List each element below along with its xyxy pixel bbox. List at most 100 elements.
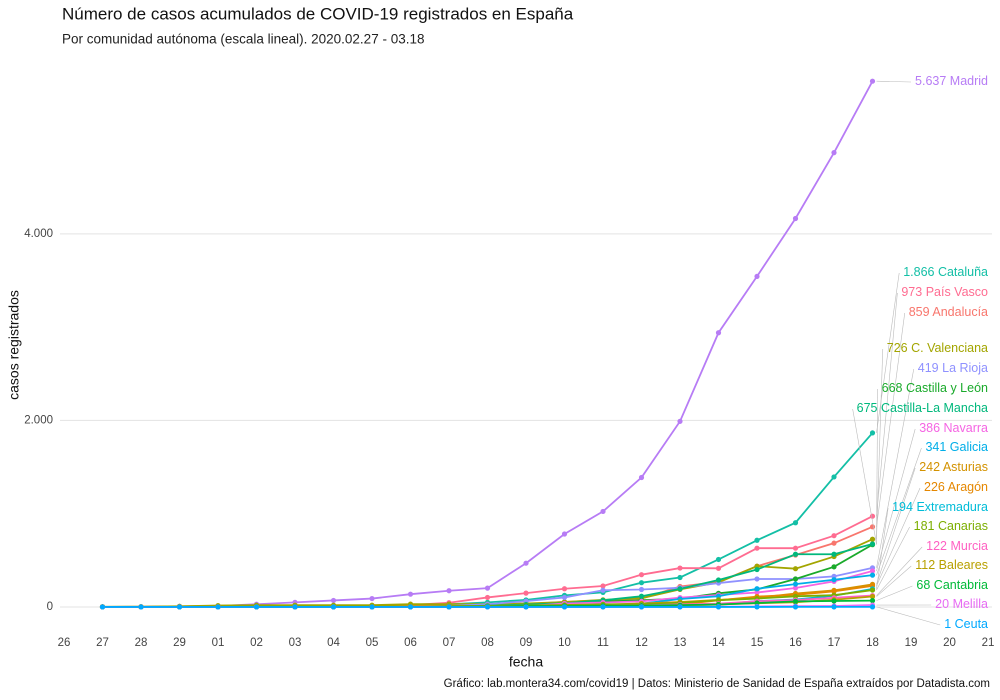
end-label-value: 341 [925, 440, 946, 454]
data-point [831, 588, 837, 594]
x-tick-label: 27 [96, 637, 109, 649]
y-tick-label: 4.000 [24, 228, 53, 240]
leader-line [876, 428, 916, 572]
end-label-value: 20 [935, 597, 949, 611]
end-label: 194 Extremadura [892, 500, 988, 514]
end-label-value: 419 [918, 361, 939, 375]
end-label-name: Cantabria [934, 578, 988, 592]
x-tick-label: 17 [828, 637, 841, 649]
data-point [446, 588, 452, 594]
data-point [831, 604, 837, 610]
data-point [715, 604, 722, 610]
data-point [869, 593, 876, 600]
end-label: 859 Andalucía [909, 305, 988, 319]
data-point [484, 585, 491, 591]
end-label: 668 Castilla y León [882, 381, 988, 395]
leader-line [876, 80, 912, 83]
data-point [638, 474, 645, 481]
end-label-name: Baleares [939, 558, 988, 572]
x-tick-label: 21 [982, 637, 995, 649]
data-point [792, 566, 799, 572]
end-label-value: 68 [916, 578, 930, 592]
data-point [754, 545, 760, 551]
data-point [677, 586, 683, 592]
end-label-value: 1 [944, 617, 951, 631]
series-line [102, 80, 874, 608]
end-label: 242 Asturias [919, 460, 988, 474]
end-label-name: Andalucía [932, 305, 988, 319]
data-point [638, 572, 645, 578]
data-point [715, 565, 722, 571]
data-point [484, 594, 491, 601]
grid [60, 233, 992, 608]
data-point [869, 598, 876, 604]
data-point [831, 551, 837, 557]
end-label-value: 181 [914, 519, 935, 533]
data-point [754, 273, 760, 280]
x-tick-label: 28 [135, 637, 148, 649]
leader-line [876, 447, 922, 576]
leader-lines [852, 80, 941, 626]
data-point [715, 330, 722, 336]
data-point [831, 150, 837, 156]
data-point [600, 587, 606, 593]
end-label: 1 Ceuta [944, 617, 988, 631]
data-point [677, 574, 683, 581]
end-label: 181 Canarias [914, 519, 988, 533]
x-tick-label: 16 [789, 637, 802, 649]
x-tick-label: 03 [289, 637, 302, 649]
data-point [99, 604, 106, 610]
end-label-value: 726 [887, 341, 908, 355]
data-point [831, 564, 837, 570]
x-tick-label: 08 [481, 637, 494, 649]
data-point [600, 508, 606, 515]
data-point [561, 586, 568, 592]
end-label: 5.637 Madrid [915, 74, 988, 88]
x-tick-label: 12 [635, 637, 648, 649]
data-point [215, 604, 221, 610]
data-point [869, 568, 876, 574]
end-label-name: Ceuta [955, 617, 988, 631]
end-label-name: Melilla [953, 597, 988, 611]
data-point [869, 78, 876, 84]
end-label-value: 859 [909, 305, 930, 319]
data-point [523, 560, 529, 566]
data-point [754, 589, 760, 596]
data-point [715, 577, 722, 583]
data-point [638, 604, 645, 610]
caption: Gráfico: lab.montera34.com/covid19 | Dat… [444, 678, 990, 690]
x-tick-label: 29 [173, 637, 186, 649]
x-tick-label: 05 [366, 637, 379, 649]
leader-line [876, 507, 889, 589]
data-point [523, 604, 529, 610]
data-point [677, 604, 683, 610]
end-label: 419 La Rioja [918, 361, 988, 375]
data-point [292, 604, 298, 610]
leader-line [876, 348, 884, 540]
leader-line [876, 565, 912, 597]
y-tick-label: 0 [47, 601, 53, 613]
leader-line [876, 585, 913, 601]
data-point [561, 604, 568, 610]
data-point [869, 572, 876, 578]
end-label: 386 Navarra [919, 421, 988, 435]
end-label-value: 5.637 [915, 74, 946, 88]
end-label-name: Aragón [948, 480, 988, 494]
end-label-name: Madrid [950, 74, 988, 88]
data-point [831, 533, 837, 539]
end-label: 112 Baleares [915, 558, 988, 572]
data-point [330, 604, 337, 610]
x-tick-label: 04 [327, 637, 340, 649]
data-point [831, 474, 837, 480]
end-label-name: País Vasco [926, 285, 988, 299]
data-point [484, 604, 491, 610]
end-label-name: Canarias [938, 519, 988, 533]
x-tick-label: 14 [712, 637, 725, 649]
chart-subtitle: Por comunidad autónoma (escala lineal). … [62, 32, 424, 47]
end-label: 675 Castilla-La Mancha [857, 401, 988, 415]
end-label-value: 122 [926, 539, 947, 553]
data-point [792, 585, 799, 591]
data-point [330, 597, 337, 604]
